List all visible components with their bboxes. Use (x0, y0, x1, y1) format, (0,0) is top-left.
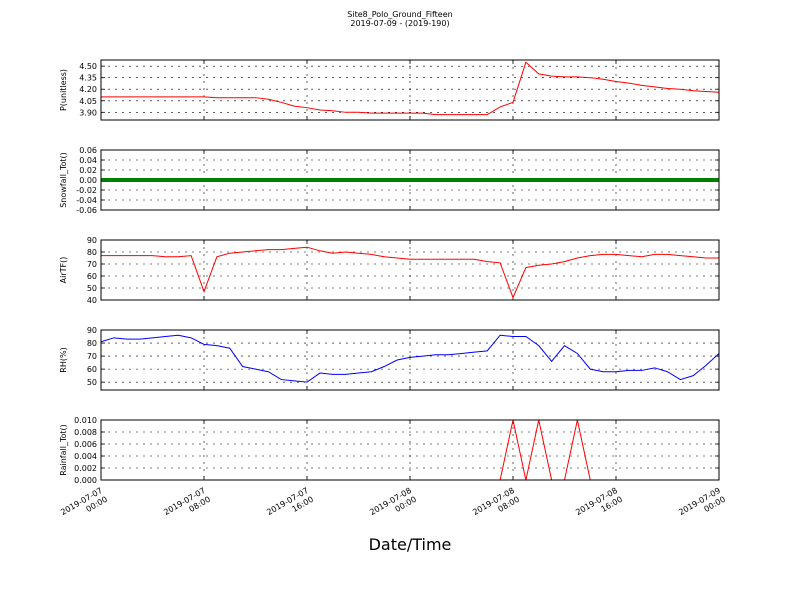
y-axis-label: Rainfall_Tot() (59, 424, 68, 476)
y-tick-label: 0.04 (79, 156, 97, 165)
y-tick-label: 50 (87, 378, 97, 387)
data-line (100, 334, 720, 383)
y-tick-label: 80 (87, 248, 97, 257)
y-tick-label: 4.20 (79, 85, 97, 94)
data-line (101, 246, 719, 299)
y-tick-label: 0.02 (79, 166, 97, 175)
y-tick-label: 0.06 (79, 146, 97, 155)
y-tick-label: 60 (87, 272, 97, 281)
axes-frame (100, 239, 720, 301)
axes-frame (100, 329, 720, 391)
y-tick-label: 4.05 (79, 97, 97, 106)
y-tick-label: 4.35 (79, 74, 97, 83)
y-tick-label: 0.004 (74, 452, 97, 461)
chart-title: Site8_Polo_Ground_Fifteen (347, 10, 452, 19)
y-tick-label: 70 (87, 352, 97, 361)
y-tick-label: 0.00 (79, 176, 97, 185)
data-line (101, 61, 720, 116)
y-axis-label: AirTF() (59, 257, 68, 284)
y-tick-label: 90 (87, 326, 97, 335)
y-tick-label: 0.010 (74, 416, 97, 425)
axes-frame (100, 149, 720, 211)
y-axis-label: P(unitless) (59, 69, 68, 111)
y-tick-label: 0.008 (74, 428, 97, 437)
y-tick-label: 50 (87, 284, 97, 293)
y-axis-label: Snowfall_Tot() (59, 152, 68, 208)
y-tick-label: 90 (87, 236, 97, 245)
y-tick-label: -0.04 (76, 196, 97, 205)
y-tick-label: 60 (87, 365, 97, 374)
y-tick-label: 3.90 (79, 108, 97, 117)
y-tick-label: 0.002 (74, 464, 97, 473)
chart-subtitle: 2019-07-09 - (2019-190) (350, 19, 449, 28)
y-tick-label: 0.006 (74, 440, 97, 449)
y-tick-label: 40 (87, 296, 97, 305)
y-tick-label: 4.50 (79, 62, 97, 71)
y-tick-label: 0.000 (74, 476, 97, 485)
x-axis-label: Date/Time (369, 535, 452, 554)
y-axis-label: RH(%) (59, 347, 68, 372)
y-tick-label: 70 (87, 260, 97, 269)
axes-frame (100, 59, 720, 121)
y-tick-label: 80 (87, 339, 97, 348)
y-tick-label: -0.02 (76, 186, 97, 195)
axes-frame (100, 419, 720, 481)
y-tick-label: -0.06 (76, 206, 97, 215)
